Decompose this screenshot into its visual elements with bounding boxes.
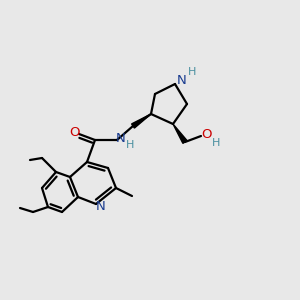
Text: N: N <box>116 133 126 146</box>
Text: O: O <box>69 127 79 140</box>
Text: H: H <box>212 138 220 148</box>
Text: N: N <box>177 74 187 88</box>
Polygon shape <box>173 124 187 143</box>
Polygon shape <box>132 114 151 128</box>
Text: N: N <box>96 200 106 212</box>
Text: O: O <box>202 128 212 142</box>
Text: H: H <box>126 140 134 150</box>
Text: H: H <box>188 67 196 77</box>
